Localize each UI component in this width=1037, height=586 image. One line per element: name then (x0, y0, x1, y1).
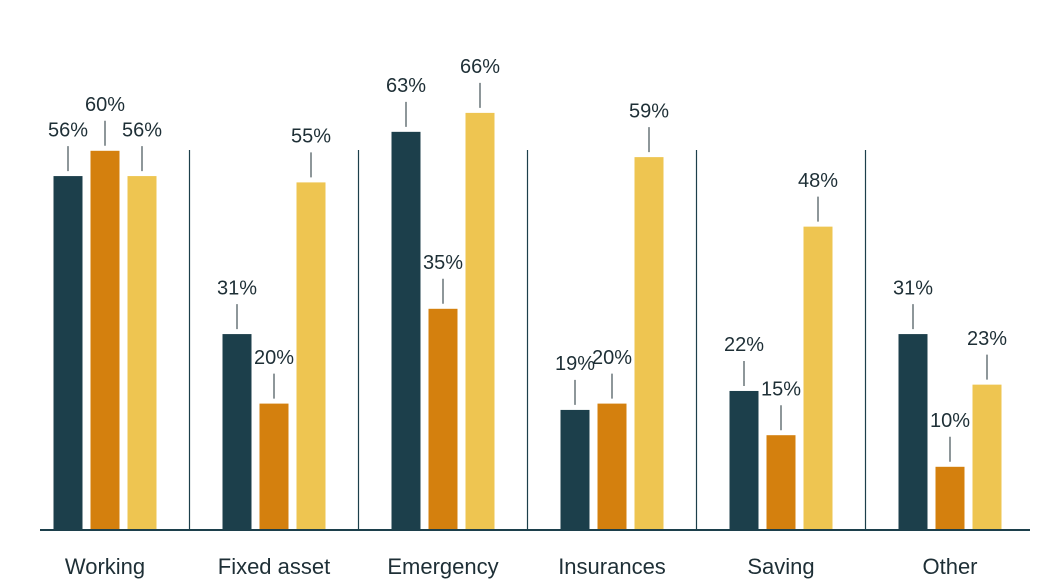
category-label: Fixed asset (218, 554, 331, 579)
value-label: 20% (592, 347, 632, 369)
category-label: Insurances (558, 554, 666, 579)
value-label: 35% (423, 252, 463, 274)
value-label: 10% (930, 410, 970, 432)
category-label: Emergency (387, 554, 498, 579)
bar (729, 390, 759, 530)
value-label: 15% (761, 378, 801, 400)
bar (597, 403, 627, 530)
bar (972, 384, 1002, 530)
bar (296, 182, 326, 530)
value-label: 56% (48, 119, 88, 141)
bar (259, 403, 289, 530)
bar (935, 466, 965, 530)
category-label: Saving (747, 554, 814, 579)
category-label: Working (65, 554, 145, 579)
value-label: 60% (85, 94, 125, 116)
bar (560, 409, 590, 530)
value-label: 19% (555, 353, 595, 375)
bar (766, 435, 796, 530)
bar (428, 308, 458, 530)
value-label: 23% (967, 328, 1007, 350)
value-label: 31% (217, 277, 257, 299)
value-label: 55% (291, 126, 331, 148)
bar (127, 176, 157, 530)
bar (53, 176, 83, 530)
bar (898, 334, 928, 530)
bar (803, 226, 833, 530)
value-label: 31% (893, 277, 933, 299)
value-label: 56% (122, 119, 162, 141)
value-label: 59% (629, 100, 669, 122)
bar (222, 334, 252, 530)
value-label: 20% (254, 347, 294, 369)
bar (465, 112, 495, 530)
bar (634, 157, 664, 530)
value-label: 48% (798, 170, 838, 192)
value-label: 66% (460, 56, 500, 78)
bar (90, 150, 120, 531)
value-label: 22% (724, 334, 764, 356)
category-label: Other (922, 554, 977, 579)
value-label: 63% (386, 75, 426, 97)
bar (391, 131, 421, 530)
